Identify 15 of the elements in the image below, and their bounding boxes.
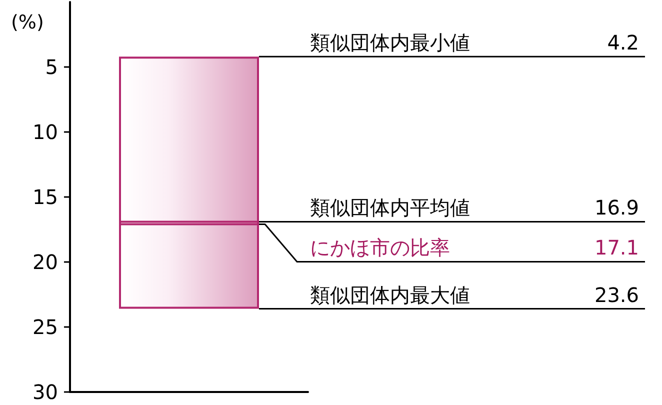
y-axis-title: (%) xyxy=(11,12,44,34)
text: 4.2 xyxy=(607,30,639,55)
ref-line-label: 類似団体内最小値 xyxy=(310,30,470,55)
ref-line-label: 類似団体内平均値 xyxy=(310,196,470,220)
y-tick-label: 5 xyxy=(45,55,58,79)
y-tick-label: 20 xyxy=(32,250,58,274)
y-tick-label: 10 xyxy=(32,120,58,144)
ref-line-label: にかほ市の比率 xyxy=(310,236,450,260)
text: 16.9 xyxy=(594,196,639,220)
y-tick-label: 25 xyxy=(32,315,58,339)
y-tick-label: 30 xyxy=(32,380,58,404)
ref-line-label: 類似団体内最大値 xyxy=(310,282,470,307)
text: 17.1 xyxy=(594,236,639,260)
y-tick-label: 15 xyxy=(32,185,58,209)
text: 23.6 xyxy=(594,282,639,307)
